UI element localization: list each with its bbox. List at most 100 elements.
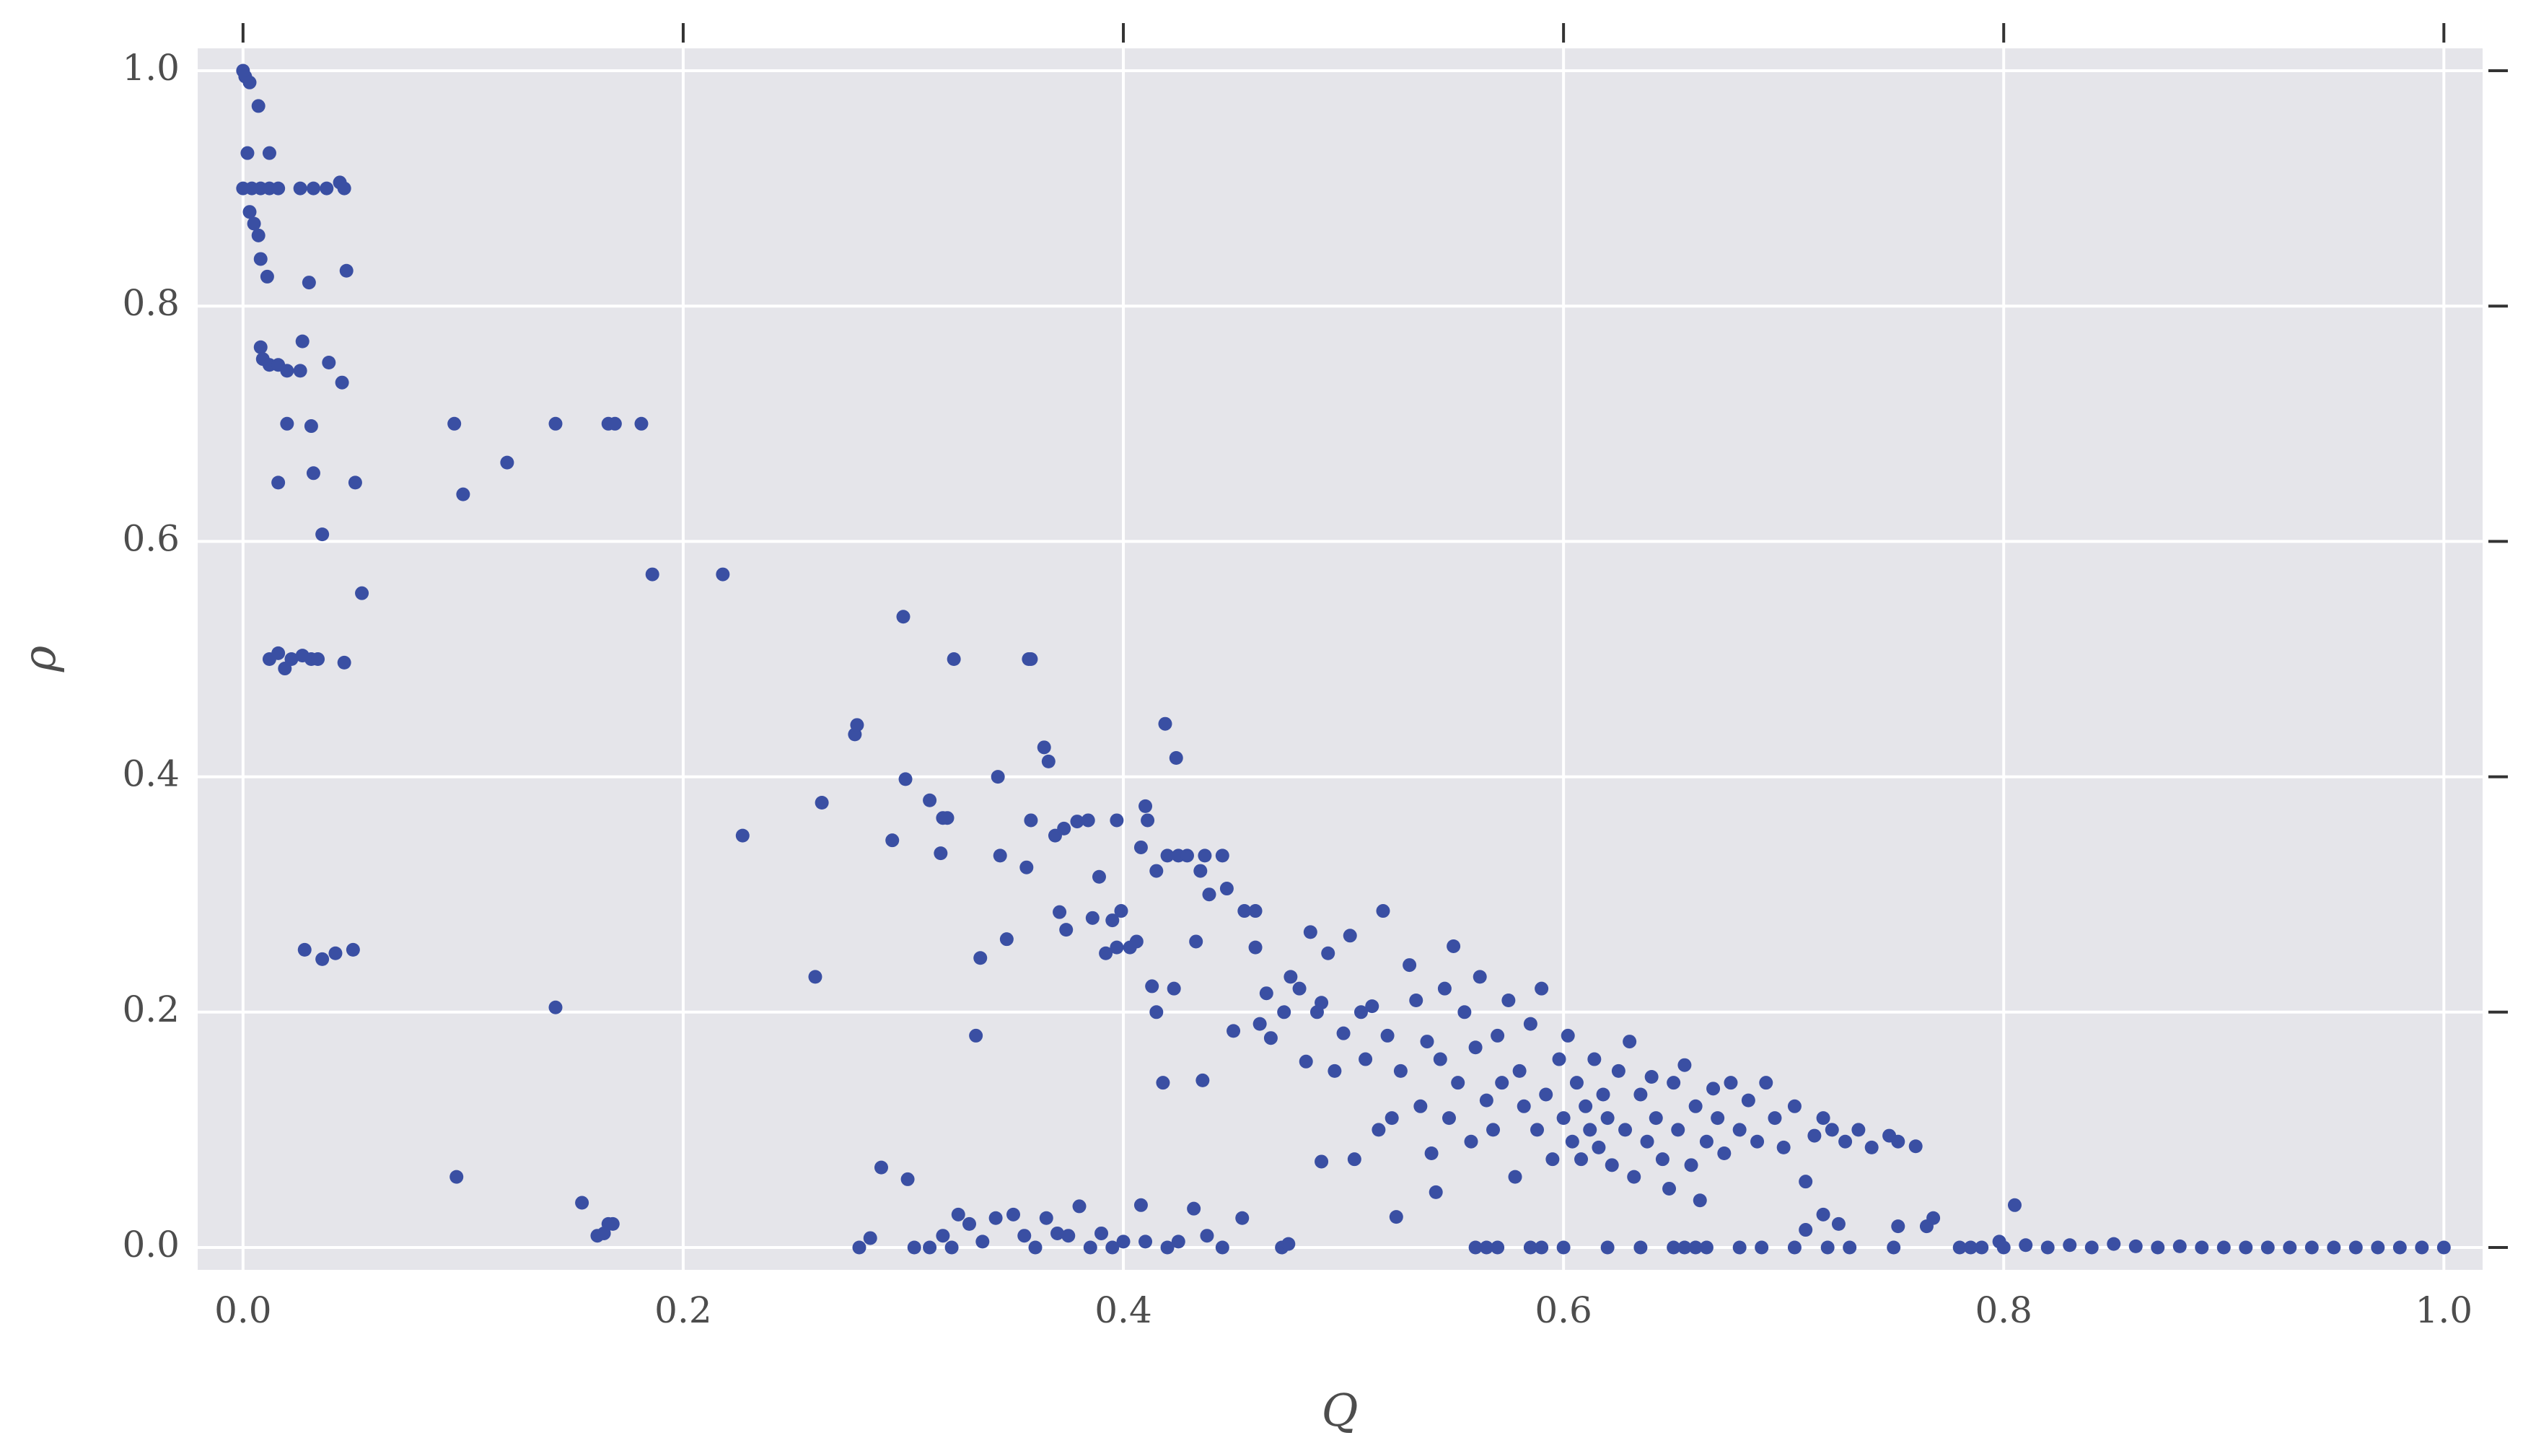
point — [2107, 1237, 2121, 1251]
point — [923, 1240, 937, 1255]
point — [1160, 1240, 1175, 1255]
point — [1413, 1099, 1428, 1113]
point — [2348, 1240, 2363, 1255]
point — [1237, 904, 1252, 918]
point — [2040, 1240, 2055, 1255]
point — [253, 340, 268, 354]
point — [1235, 1211, 1250, 1225]
point — [1133, 1198, 1148, 1212]
point — [1061, 1229, 1076, 1243]
point — [936, 1229, 950, 1243]
point — [262, 146, 276, 160]
point — [2172, 1239, 2187, 1253]
point — [293, 181, 307, 196]
point — [1133, 840, 1148, 854]
point — [2007, 1198, 2022, 1212]
point — [991, 770, 1005, 784]
point — [1495, 1076, 1509, 1090]
point — [306, 466, 320, 481]
point — [1787, 1240, 1802, 1255]
point — [1110, 940, 1124, 955]
point — [1523, 1017, 1537, 1031]
point — [993, 848, 1007, 863]
point — [1315, 1154, 1329, 1169]
point — [1838, 1134, 1853, 1149]
point — [1807, 1128, 1822, 1143]
point — [1667, 1240, 1681, 1255]
point — [898, 772, 913, 786]
point — [348, 475, 362, 490]
point — [1816, 1207, 1830, 1222]
point — [280, 364, 294, 378]
point — [1535, 981, 1549, 996]
point — [808, 970, 822, 984]
point — [1403, 958, 1417, 973]
point — [1070, 815, 1084, 829]
point — [449, 1170, 464, 1184]
point — [1145, 979, 1159, 994]
point — [1618, 1123, 1633, 1137]
point — [1380, 1028, 1395, 1043]
point — [1535, 1240, 1549, 1255]
point — [1662, 1181, 1677, 1196]
point — [1116, 1234, 1131, 1249]
point — [1347, 1152, 1361, 1167]
point — [923, 793, 937, 807]
point — [337, 655, 351, 670]
point — [1565, 1134, 1579, 1149]
point — [1561, 1028, 1575, 1043]
x-tick-label: 0.0 — [214, 1289, 272, 1331]
point — [940, 811, 955, 825]
point — [1926, 1211, 1941, 1225]
point — [1277, 1005, 1291, 1019]
point — [1623, 1035, 1637, 1049]
point — [1799, 1175, 1813, 1189]
point — [251, 99, 266, 113]
point — [1372, 1123, 1386, 1137]
x-tick-label: 0.2 — [654, 1289, 712, 1331]
point — [271, 475, 286, 490]
point — [1053, 905, 1067, 919]
point — [575, 1196, 589, 1210]
point — [1831, 1216, 1846, 1231]
point — [2304, 1240, 2319, 1255]
point — [1292, 981, 1307, 996]
point — [1200, 1229, 1214, 1243]
y-tick-label: 0.2 — [122, 988, 180, 1030]
point — [1473, 970, 1487, 984]
point — [1491, 1028, 1505, 1043]
point — [1479, 1240, 1493, 1255]
point — [1376, 904, 1390, 918]
point — [973, 951, 988, 965]
point — [2371, 1240, 2385, 1255]
point — [1429, 1185, 1443, 1199]
point — [355, 586, 369, 600]
point — [1952, 1240, 1967, 1255]
point — [1732, 1123, 1747, 1137]
point — [1248, 940, 1263, 955]
point — [1385, 1111, 1399, 1126]
point — [2239, 1240, 2253, 1255]
point — [1193, 864, 1208, 878]
point — [1671, 1123, 1685, 1137]
point — [1359, 1052, 1373, 1066]
point — [548, 1000, 563, 1014]
point — [1605, 1158, 1619, 1172]
point — [1512, 1064, 1527, 1078]
point — [271, 181, 286, 196]
point — [850, 718, 864, 732]
point — [852, 1240, 866, 1255]
point — [1732, 1240, 1747, 1255]
point — [1129, 934, 1144, 949]
point — [1158, 716, 1172, 731]
point — [328, 946, 343, 960]
point — [2436, 1240, 2451, 1255]
point — [1281, 1237, 1296, 1251]
point — [1299, 1054, 1313, 1069]
point — [1059, 923, 1074, 937]
point — [240, 146, 255, 160]
point — [645, 567, 659, 582]
x-tick-label: 0.4 — [1094, 1289, 1152, 1331]
point — [874, 1160, 888, 1175]
